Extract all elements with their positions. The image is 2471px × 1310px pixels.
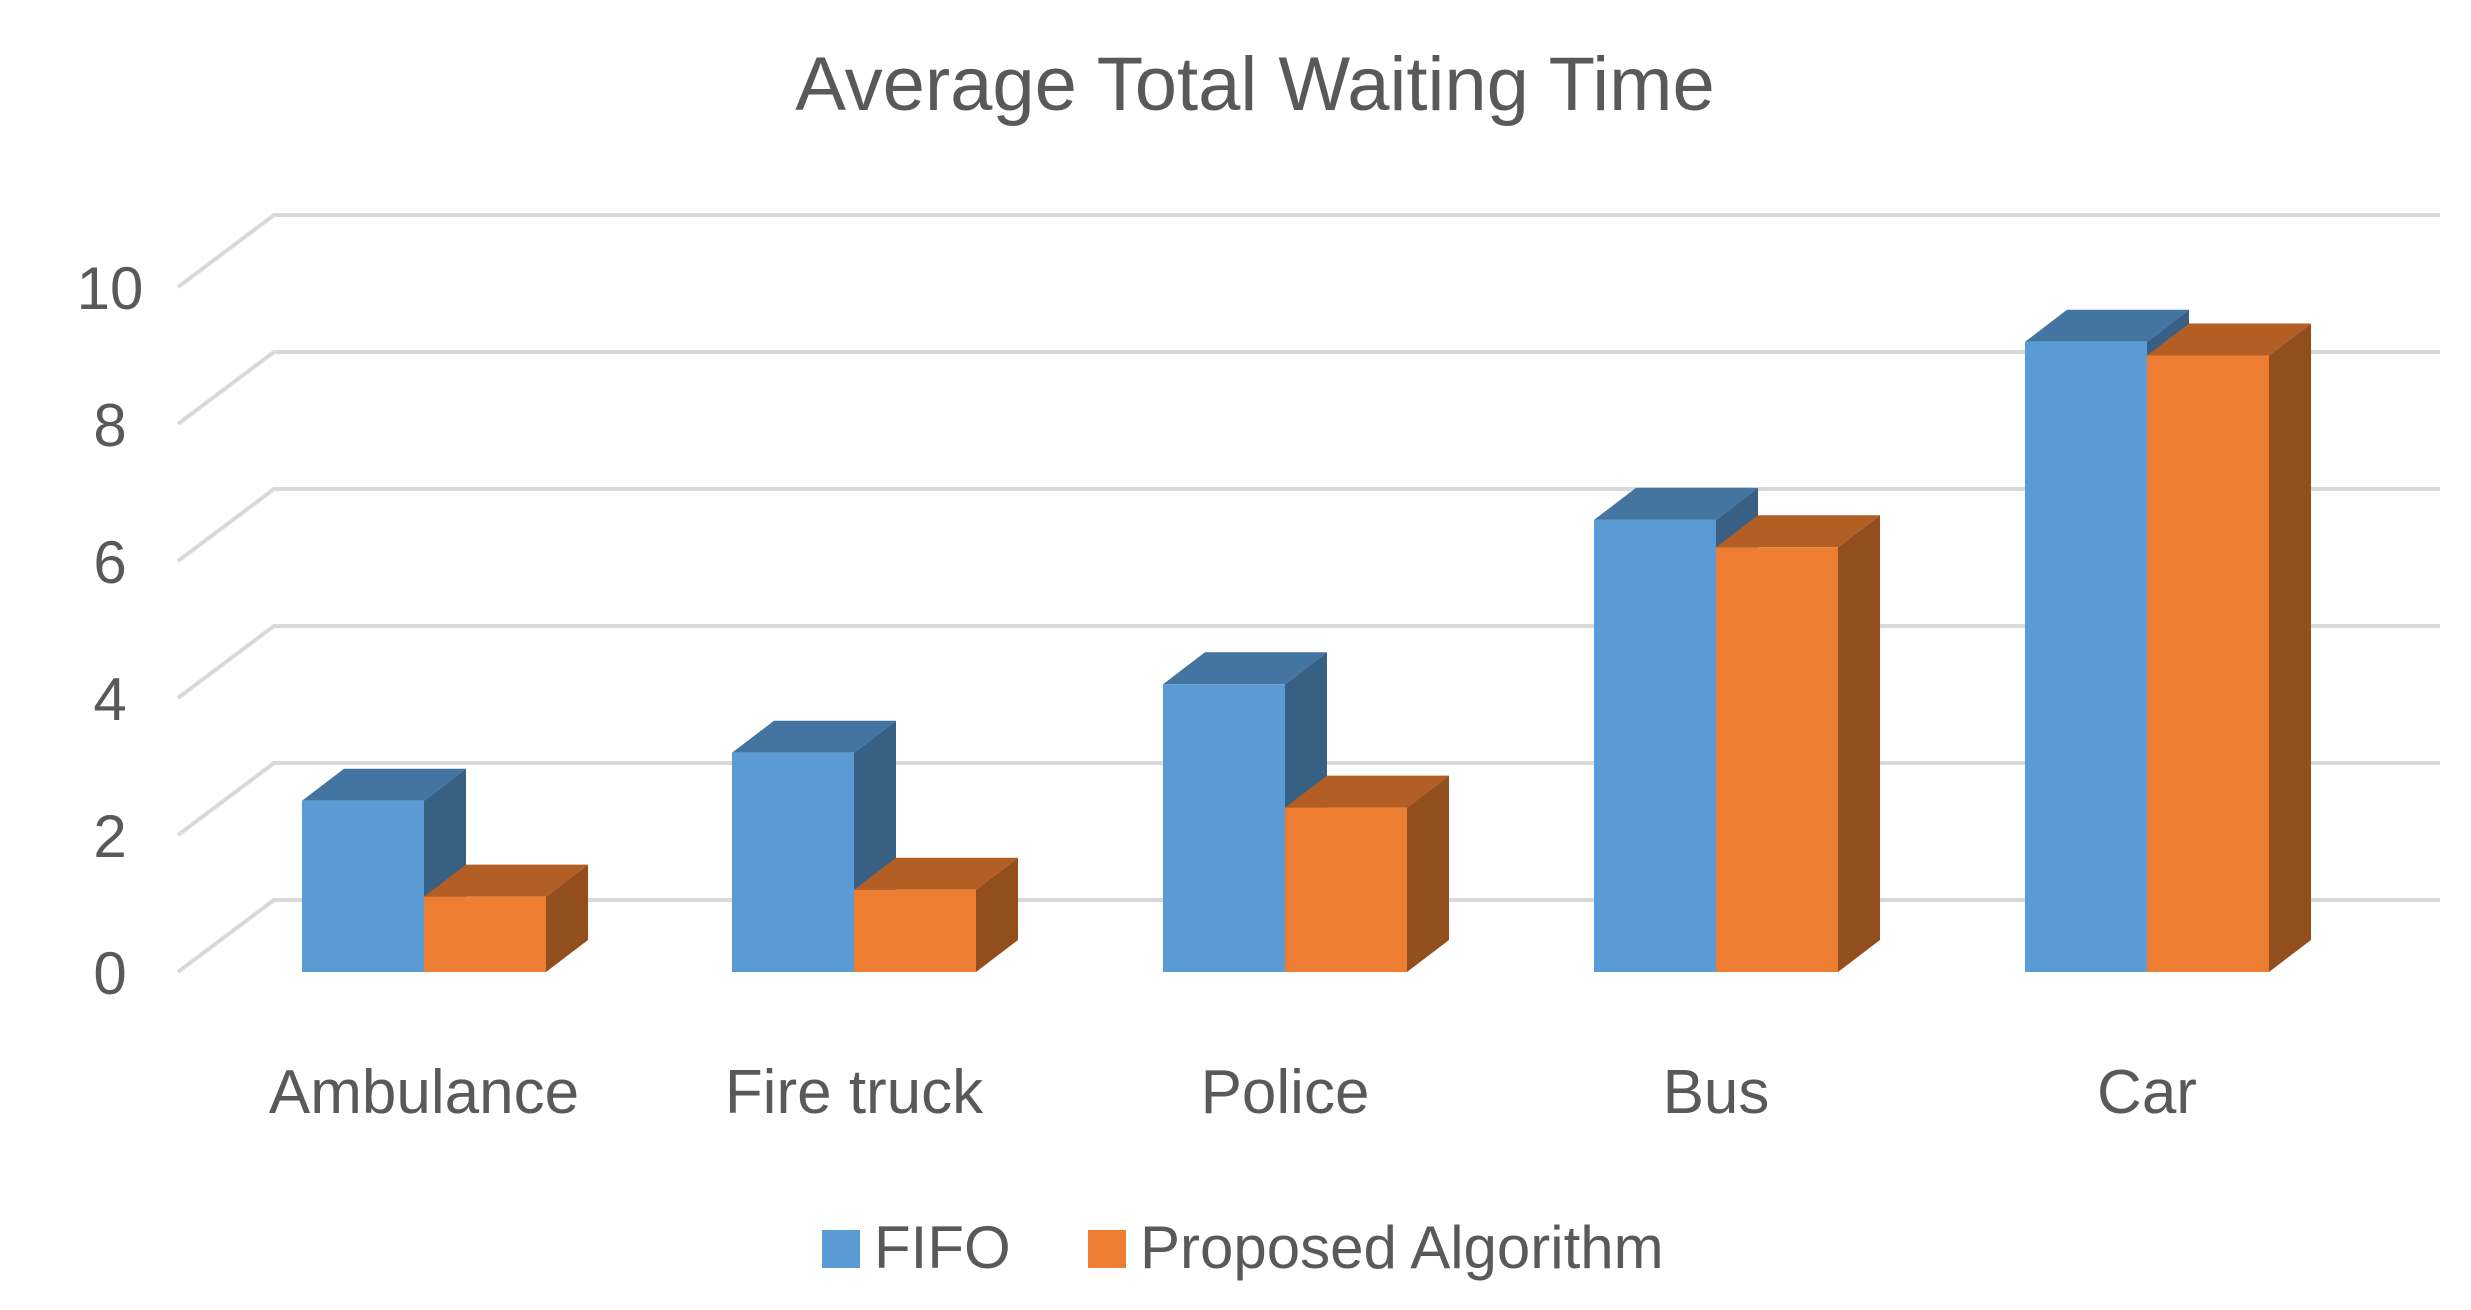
bar-fire-truck-fifo [732, 720, 896, 972]
y-tick-label: 4 [93, 666, 126, 733]
x-axis-ticks: Ambulance Fire truck Police Bus Car [269, 1058, 2197, 1127]
bar-side [1407, 775, 1449, 972]
bars [302, 309, 2311, 972]
bar-top [1285, 775, 1449, 808]
bar-top [732, 720, 896, 753]
bar-top [1716, 515, 1880, 548]
bar-side [1838, 515, 1880, 972]
bar-front [2025, 341, 2147, 972]
legend-label: FIFO [874, 1214, 1011, 1281]
x-tick-label: Ambulance [269, 1058, 579, 1127]
gridline [176, 350, 2440, 426]
x-tick-label: Car [2097, 1058, 2197, 1127]
x-tick-label: Fire truck [725, 1058, 984, 1127]
legend-item: FIFO [822, 1214, 1011, 1281]
x-tick-label: Bus [1663, 1058, 1770, 1127]
bar-bus-proposed-algorithm [1716, 515, 1880, 972]
bar-top [854, 857, 1018, 890]
bar-front [854, 889, 976, 972]
bar-top [1163, 652, 1327, 685]
bar-front [424, 896, 546, 972]
x-tick-label: Police [1201, 1058, 1370, 1127]
bar-front [2147, 355, 2269, 972]
bar-ambulance-fifo [302, 768, 466, 972]
bar-top [302, 768, 466, 801]
y-tick-label: 8 [93, 392, 126, 459]
bar-front [1594, 519, 1716, 972]
bar-top [424, 864, 588, 897]
bar-fire-truck-proposed-algorithm [854, 857, 1018, 972]
legend-swatch [1088, 1230, 1126, 1268]
legend-swatch [822, 1230, 860, 1268]
y-tick-label: 0 [93, 940, 126, 1007]
bar-side [976, 857, 1018, 972]
bar-top [1594, 487, 1758, 520]
bar-car-proposed-algorithm [2147, 323, 2311, 972]
bar-top [2025, 309, 2189, 342]
bar-front [1716, 547, 1838, 972]
bar-side [2269, 323, 2311, 972]
bar-front [1163, 684, 1285, 972]
bar-front [1285, 807, 1407, 972]
y-tick-label: 6 [93, 529, 126, 596]
legend-label: Proposed Algorithm [1140, 1214, 1664, 1281]
y-tick-label: 2 [93, 803, 126, 870]
bar-police-proposed-algorithm [1285, 775, 1449, 972]
bar-front [732, 752, 854, 972]
legend: FIFO Proposed Algorithm [822, 1214, 1664, 1281]
legend-item: Proposed Algorithm [1088, 1214, 1664, 1281]
y-tick-label: 10 [77, 255, 144, 322]
chart-title: Average Total Waiting Time [795, 42, 1715, 127]
gridline [176, 213, 2440, 289]
bar-ambulance-proposed-algorithm [424, 864, 588, 972]
bar-top [2147, 323, 2311, 356]
y-axis-ticks: 0 2 4 6 8 10 [77, 255, 144, 1007]
bar-front [302, 800, 424, 972]
bar-side [546, 864, 588, 972]
